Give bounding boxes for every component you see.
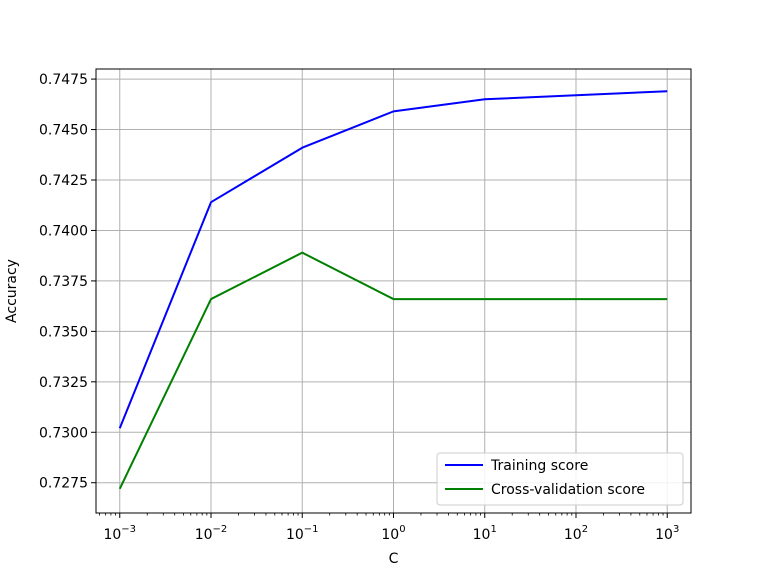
y-tick-label: 0.7350 <box>39 324 88 340</box>
y-tick-label: 0.7475 <box>39 72 88 88</box>
y-tick-label: 0.7425 <box>39 173 88 189</box>
x-tick-label: 10−1 <box>286 524 319 543</box>
legend-label-training: Training score <box>490 458 588 474</box>
axis-ticks: 10−3 10−2 10−1 100 101 102 103 0.7275 0.7300 0.73… <box>39 72 679 543</box>
series-line-cross-validation <box>118 251 668 490</box>
y-tick-label: 0.7375 <box>39 274 88 290</box>
x-tick-label: 100 <box>381 524 405 543</box>
grid-lines <box>96 69 691 513</box>
y-tick-label: 0.7400 <box>39 223 88 239</box>
y-tick-label: 0.7300 <box>39 425 88 441</box>
y-tick-label: 0.7275 <box>39 476 88 492</box>
legend: Training score Cross-validation score <box>436 452 684 506</box>
series-line-training <box>118 90 668 429</box>
y-tick-label: 0.7450 <box>39 123 88 139</box>
y-axis-title: Accuracy <box>4 259 20 323</box>
x-tick-label: 102 <box>564 524 588 543</box>
x-tick-label: 10−3 <box>103 524 136 543</box>
series-lines <box>118 90 668 490</box>
legend-label-cross-validation: Cross-validation score <box>491 482 645 498</box>
x-tick-label: 101 <box>473 524 497 543</box>
legend-box <box>436 452 684 506</box>
x-tick-label: 10−2 <box>195 524 228 543</box>
x-axis-title: C <box>389 551 399 567</box>
y-tick-label: 0.7325 <box>39 375 88 391</box>
x-tick-label: 103 <box>655 524 679 543</box>
